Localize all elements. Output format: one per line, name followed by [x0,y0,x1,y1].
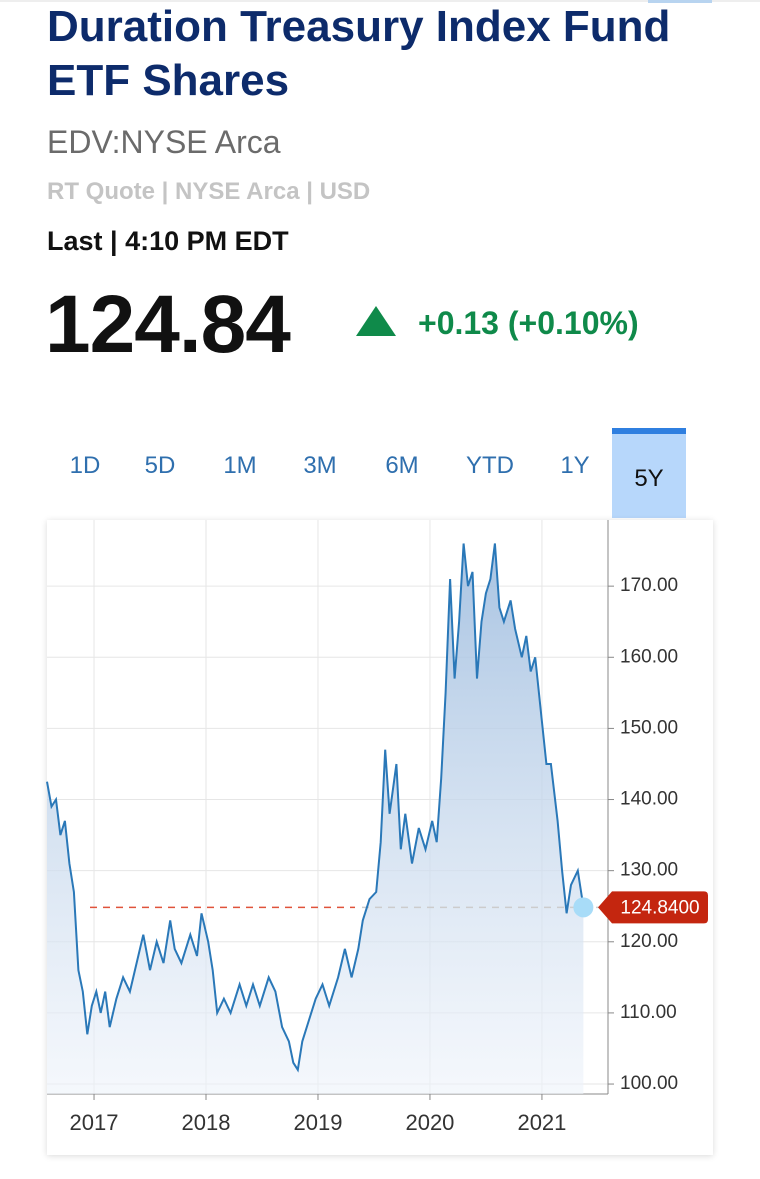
x-tick-label: 2017 [70,1110,119,1135]
price-change: +0.13 (+0.10%) [418,305,639,341]
range-tab[interactable]: 5Y [612,428,686,518]
last-time: Last | 4:10 PM EDT [47,226,289,256]
quote-source: RT Quote | NYSE Arca | USD [47,178,371,205]
range-tab[interactable]: 1Y [560,452,590,479]
top-accent [648,0,712,3]
range-tab[interactable]: 6M [385,452,419,479]
top-border [0,0,760,2]
range-tab[interactable]: 3M [303,452,337,479]
x-tick-label: 2019 [294,1110,343,1135]
up-arrow [356,306,396,336]
x-tick-label: 2020 [405,1110,454,1135]
y-tick-label: 120.00 [620,931,678,952]
y-tick-label: 110.00 [620,1002,677,1023]
area [47,543,584,1094]
x-tick-label: 2021 [517,1110,566,1135]
range-tab[interactable]: YTD [466,452,514,479]
y-tick-label: 130.00 [620,860,678,881]
range-tab[interactable]: 1D [69,452,101,479]
y-tick-label: 160.00 [620,646,678,667]
price: 124.84 [45,279,291,370]
fund-title: Duration Treasury Index Fund ETF Shares [47,2,671,105]
y-tick-label: 100.00 [620,1073,678,1094]
last-point [573,897,594,918]
range-tab[interactable]: 1M [223,452,257,479]
symbol: EDV:NYSE Arca [47,124,281,160]
price-tag [598,891,708,924]
y-tick-label: 140.00 [620,789,678,810]
y-tick-label: 170.00 [620,575,678,596]
x-tick-label: 2018 [182,1110,231,1135]
line [46,543,585,1073]
range-tab[interactable]: 5D [144,452,176,479]
price-tag-label: 124.8400 [620,897,699,918]
y-tick-label: 150.00 [620,717,678,738]
